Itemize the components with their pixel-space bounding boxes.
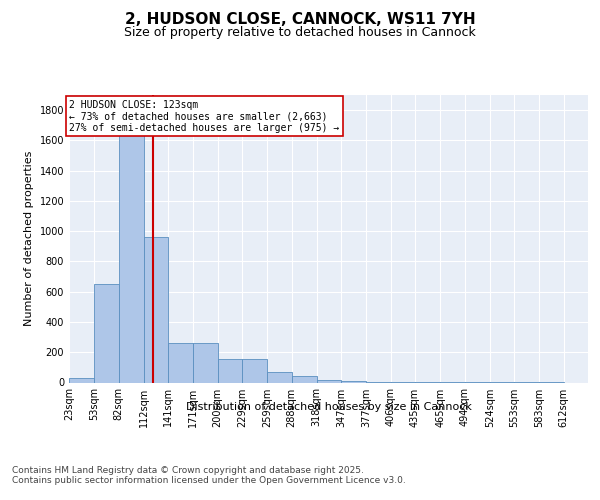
Bar: [292, 376, 317, 382]
Bar: [144, 237, 168, 382]
Bar: [242, 359, 267, 382]
Bar: [218, 359, 242, 382]
Bar: [317, 380, 341, 382]
Bar: [267, 372, 292, 382]
Bar: [168, 343, 193, 382]
Y-axis label: Number of detached properties: Number of detached properties: [24, 151, 34, 326]
Text: Contains public sector information licensed under the Open Government Licence v3: Contains public sector information licen…: [12, 476, 406, 485]
Bar: [119, 133, 144, 382]
Bar: [94, 284, 119, 382]
Text: 2 HUDSON CLOSE: 123sqm
← 73% of detached houses are smaller (2,663)
27% of semi-: 2 HUDSON CLOSE: 123sqm ← 73% of detached…: [69, 100, 339, 132]
Text: Size of property relative to detached houses in Cannock: Size of property relative to detached ho…: [124, 26, 476, 39]
Bar: [341, 381, 366, 382]
Bar: [69, 378, 94, 382]
Text: Contains HM Land Registry data © Crown copyright and database right 2025.: Contains HM Land Registry data © Crown c…: [12, 466, 364, 475]
Text: Distribution of detached houses by size in Cannock: Distribution of detached houses by size …: [186, 402, 472, 412]
Text: 2, HUDSON CLOSE, CANNOCK, WS11 7YH: 2, HUDSON CLOSE, CANNOCK, WS11 7YH: [125, 12, 475, 28]
Bar: [193, 343, 218, 382]
